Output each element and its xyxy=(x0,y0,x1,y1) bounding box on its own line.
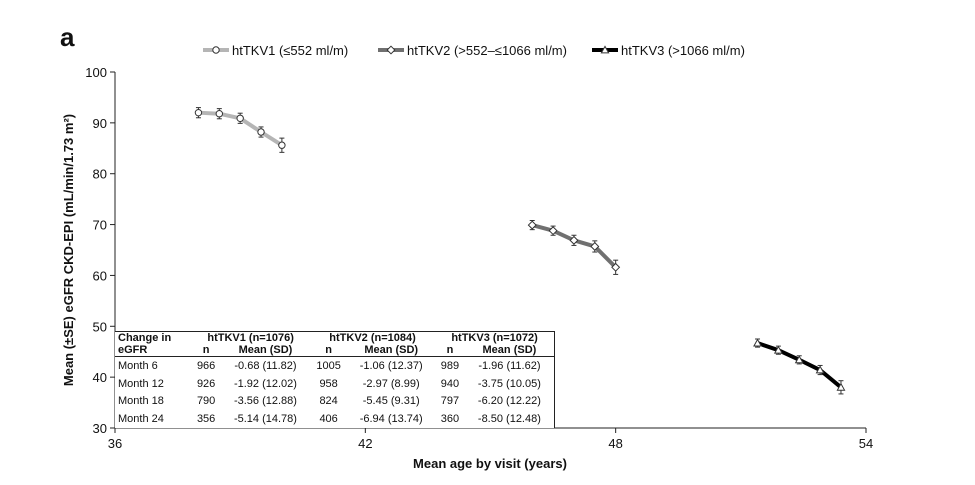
data-point xyxy=(527,220,537,230)
legend-marker xyxy=(386,45,396,55)
data-point xyxy=(815,365,825,374)
table-subheader-row: eGFR n Mean (SD) n Mean (SD) n Mean (SD) xyxy=(115,344,555,357)
table-cell: 940 xyxy=(440,377,460,390)
egfr-change-table: Change in htTKV1 (n=1076) htTKV2 (n=1084… xyxy=(115,331,555,428)
legend-label: htTKV3 (>1066 ml/m) xyxy=(621,43,745,58)
series-1 xyxy=(194,107,286,153)
table-subheader-mean: Mean (SD) xyxy=(464,344,555,357)
data-point xyxy=(794,355,804,364)
table-cell: 790 xyxy=(196,395,216,408)
table-subheader-n: n xyxy=(435,344,465,357)
data-point xyxy=(548,226,558,236)
series-3 xyxy=(753,338,846,395)
legend-item-2: htTKV2 (>552–≤1066 ml/m) xyxy=(378,43,567,58)
y-ticks: 30 40 50 60 70 80 90 100 xyxy=(85,65,115,436)
table-subheader-n: n xyxy=(191,344,221,357)
table-subheader-n: n xyxy=(309,344,348,357)
table-group-header: htTKV3 (n=1072) xyxy=(451,332,538,344)
legend-label: htTKV2 (>552–≤1066 ml/m) xyxy=(407,43,567,58)
table-row: Month 18 790 -3.56 (12.88) 824 -5.45 (9.… xyxy=(115,393,555,411)
data-point xyxy=(753,338,762,347)
y-tick-label: 100 xyxy=(85,65,107,80)
data-point xyxy=(569,235,579,245)
table-row-label: Month 24 xyxy=(118,413,164,426)
x-tick-label: 42 xyxy=(358,436,372,451)
series-line xyxy=(755,341,843,390)
table-cell: 1005 xyxy=(316,359,341,372)
table-cell: 958 xyxy=(319,377,338,390)
table-row-label: Month 12 xyxy=(118,377,164,390)
data-point xyxy=(836,382,846,391)
x-tick-label: 36 xyxy=(108,436,122,451)
panel-label: a xyxy=(60,22,75,52)
data-point xyxy=(773,345,783,354)
table-header-row: Change in htTKV1 (n=1076) htTKV2 (n=1084… xyxy=(115,332,555,345)
table-row: Month 24 356 -5.14 (14.78) 406 -6.94 (13… xyxy=(115,410,555,428)
table-row: Month 12 926 -1.92 (12.02) 958 -2.97 (8.… xyxy=(115,375,555,393)
table-cell: -1.96 (11.62) xyxy=(478,359,541,372)
data-point xyxy=(590,241,600,251)
table-cell: -3.75 (10.05) xyxy=(477,377,541,390)
legend-item-3: htTKV3 (>1066 ml/m) xyxy=(592,43,745,58)
data-point xyxy=(236,114,244,122)
legend-item-1: htTKV1 (≤552 ml/m) xyxy=(203,43,348,58)
data-point xyxy=(215,110,224,118)
legend: htTKV1 (≤552 ml/m) htTKV2 (>552–≤1066 ml/… xyxy=(203,43,745,58)
table-cell: -3.56 (12.88) xyxy=(233,395,297,408)
table-cell: 989 xyxy=(440,359,460,372)
series-2 xyxy=(527,220,621,275)
table-cell: 360 xyxy=(440,413,460,426)
x-axis-title: Mean age by visit (years) xyxy=(413,456,567,471)
data-point xyxy=(611,262,621,272)
table-row-label: Month 6 xyxy=(118,359,158,372)
table-cell: -2.97 (8.99) xyxy=(362,377,420,390)
y-tick-label: 90 xyxy=(93,116,107,131)
table-cell: -1.92 (12.02) xyxy=(233,377,297,390)
x-tick-label: 54 xyxy=(859,436,873,451)
table-row-label: Month 18 xyxy=(118,395,164,408)
x-ticks: 36 42 48 54 xyxy=(108,428,873,451)
table-header-label: eGFR xyxy=(115,344,192,357)
data-point xyxy=(194,108,203,117)
y-tick-label: 80 xyxy=(93,167,107,182)
table-cell: -5.45 (9.31) xyxy=(362,395,420,408)
legend-label: htTKV1 (≤552 ml/m) xyxy=(232,43,348,58)
y-tick-label: 40 xyxy=(93,370,107,385)
table-cell: 406 xyxy=(319,413,338,426)
table-cell: -6.94 (13.74) xyxy=(359,413,423,426)
table-cell: -5.14 (14.78) xyxy=(233,413,297,426)
legend-marker xyxy=(600,45,610,54)
data-point xyxy=(278,141,286,149)
table-cell: -0.68 (11.82) xyxy=(234,359,297,372)
table-subheader-mean: Mean (SD) xyxy=(220,344,310,357)
table-cell: -1.06 (12.37) xyxy=(359,359,423,372)
table-cell: 797 xyxy=(440,395,460,408)
table-cell: 926 xyxy=(196,377,216,390)
series-line xyxy=(530,223,618,270)
table-cell: -8.50 (12.48) xyxy=(477,413,541,426)
y-axis-title: Mean (±SE) eGFR CKD-EPI (mL/min/1.73 m²) xyxy=(61,114,76,386)
y-tick-label: 70 xyxy=(93,218,107,233)
table-subheader-mean: Mean (SD) xyxy=(347,344,436,357)
table-cell: 966 xyxy=(196,359,216,372)
table-header-label: Change in xyxy=(118,332,172,344)
y-tick-label: 50 xyxy=(93,319,107,334)
y-tick-label: 30 xyxy=(93,421,107,436)
table-group-header: htTKV2 (n=1084) xyxy=(329,332,416,344)
table-row: Month 6 966 -0.68 (11.82) 1005 -1.06 (12… xyxy=(115,357,555,375)
data-point xyxy=(257,128,265,136)
y-tick-label: 60 xyxy=(93,268,107,283)
table-group-header: htTKV1 (n=1076) xyxy=(207,332,294,344)
table-cell: -6.20 (12.22) xyxy=(477,395,541,408)
table-cell: 356 xyxy=(196,413,216,426)
table-cell: 824 xyxy=(319,395,338,408)
series xyxy=(194,107,846,395)
x-tick-label: 48 xyxy=(608,436,622,451)
legend-marker xyxy=(212,46,220,54)
